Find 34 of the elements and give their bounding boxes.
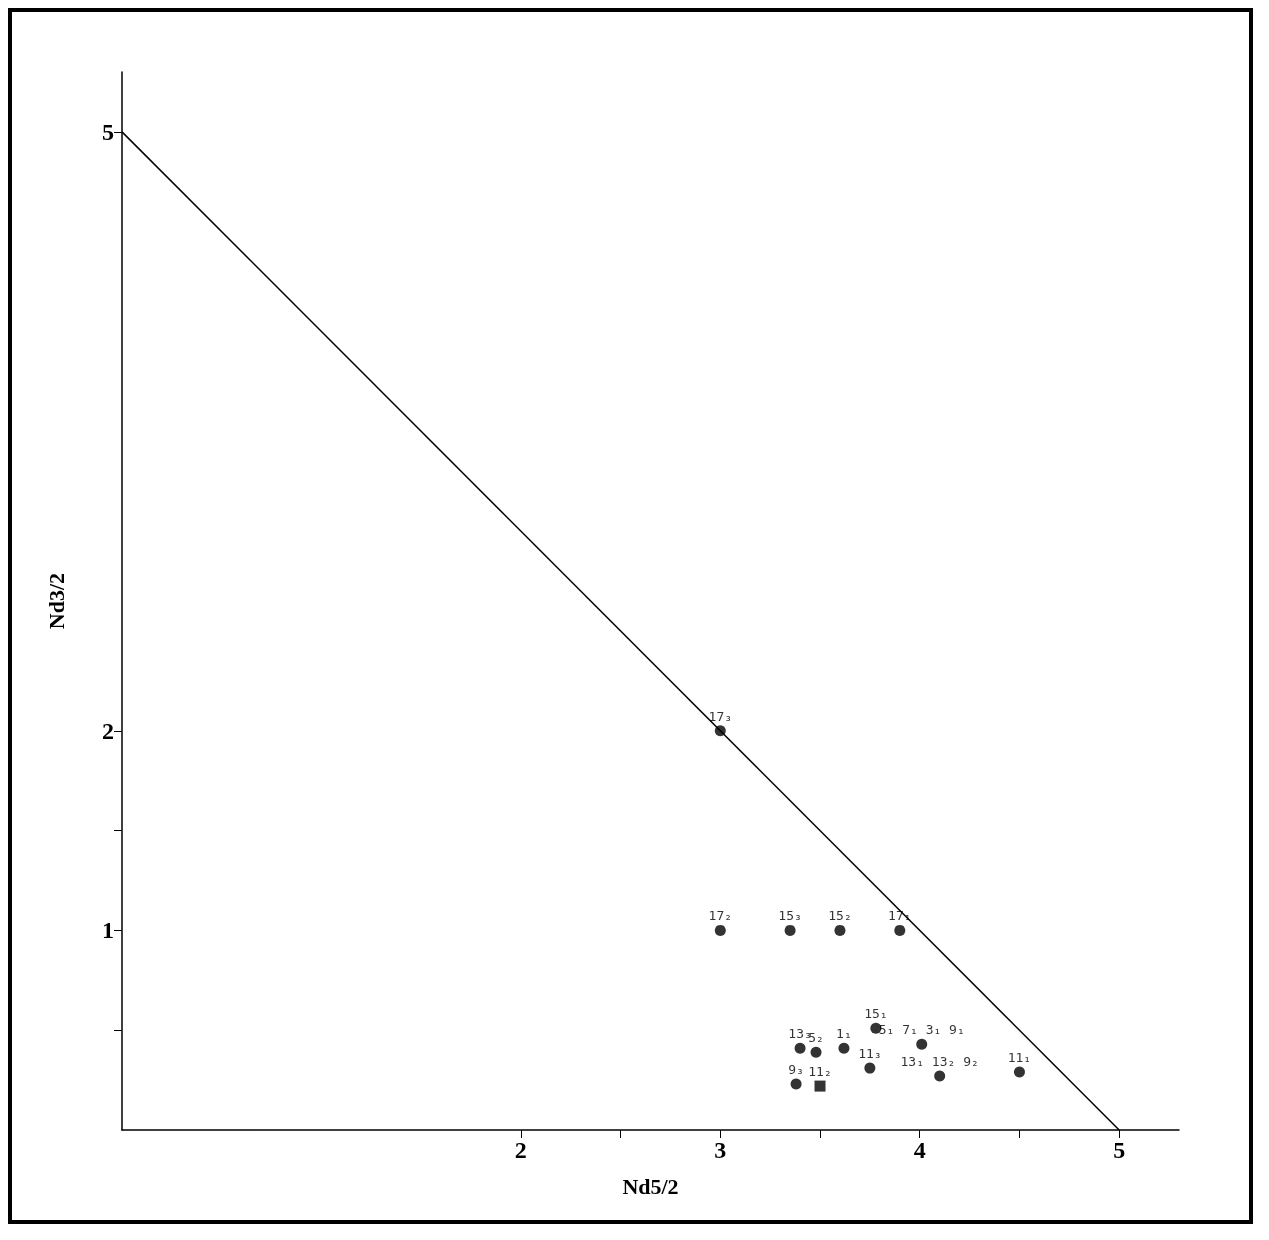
y-tick-label: 5 <box>102 118 114 145</box>
point <box>790 1078 802 1090</box>
y-tick-label: 2 <box>102 717 114 744</box>
x-tick-label: 2 <box>514 1137 527 1163</box>
point <box>834 924 846 936</box>
point <box>814 1080 826 1092</box>
x-tick-label: 3 <box>714 1137 727 1163</box>
y-axis-title: Nd3/2 <box>43 572 69 630</box>
annotation: 17₃ <box>708 708 733 724</box>
annotation: 5₁ 7₁ 3₁ 9₁ <box>878 1022 965 1038</box>
annotation: 13₁ 13₂ 9₂ <box>900 1054 979 1070</box>
annotation: 15₃ <box>778 908 802 924</box>
x-tick-label: 5 <box>1113 1137 1126 1163</box>
y-tick-label: 1 <box>102 917 114 944</box>
point <box>794 1042 806 1054</box>
point <box>784 924 796 936</box>
x-axis-title: Nd5/2 <box>622 1173 679 1199</box>
annotation: 1₁ <box>836 1026 852 1042</box>
point <box>714 924 726 936</box>
point <box>864 1062 876 1074</box>
annotation: 11₃ <box>858 1046 882 1062</box>
annotation: 11₁ <box>1007 1050 1032 1066</box>
point <box>934 1070 946 1082</box>
point <box>916 1038 928 1050</box>
annotation: 15₁ <box>864 1006 888 1022</box>
annotation: 9₃ <box>788 1062 804 1078</box>
point <box>838 1042 850 1054</box>
annotation: 15₂ <box>828 908 852 924</box>
point <box>894 924 906 936</box>
annotation: 11₂ <box>808 1064 832 1080</box>
x-tick-label: 4 <box>913 1137 926 1163</box>
point <box>1013 1066 1025 1078</box>
annotation: 17₂ <box>708 908 733 924</box>
point <box>810 1046 822 1058</box>
